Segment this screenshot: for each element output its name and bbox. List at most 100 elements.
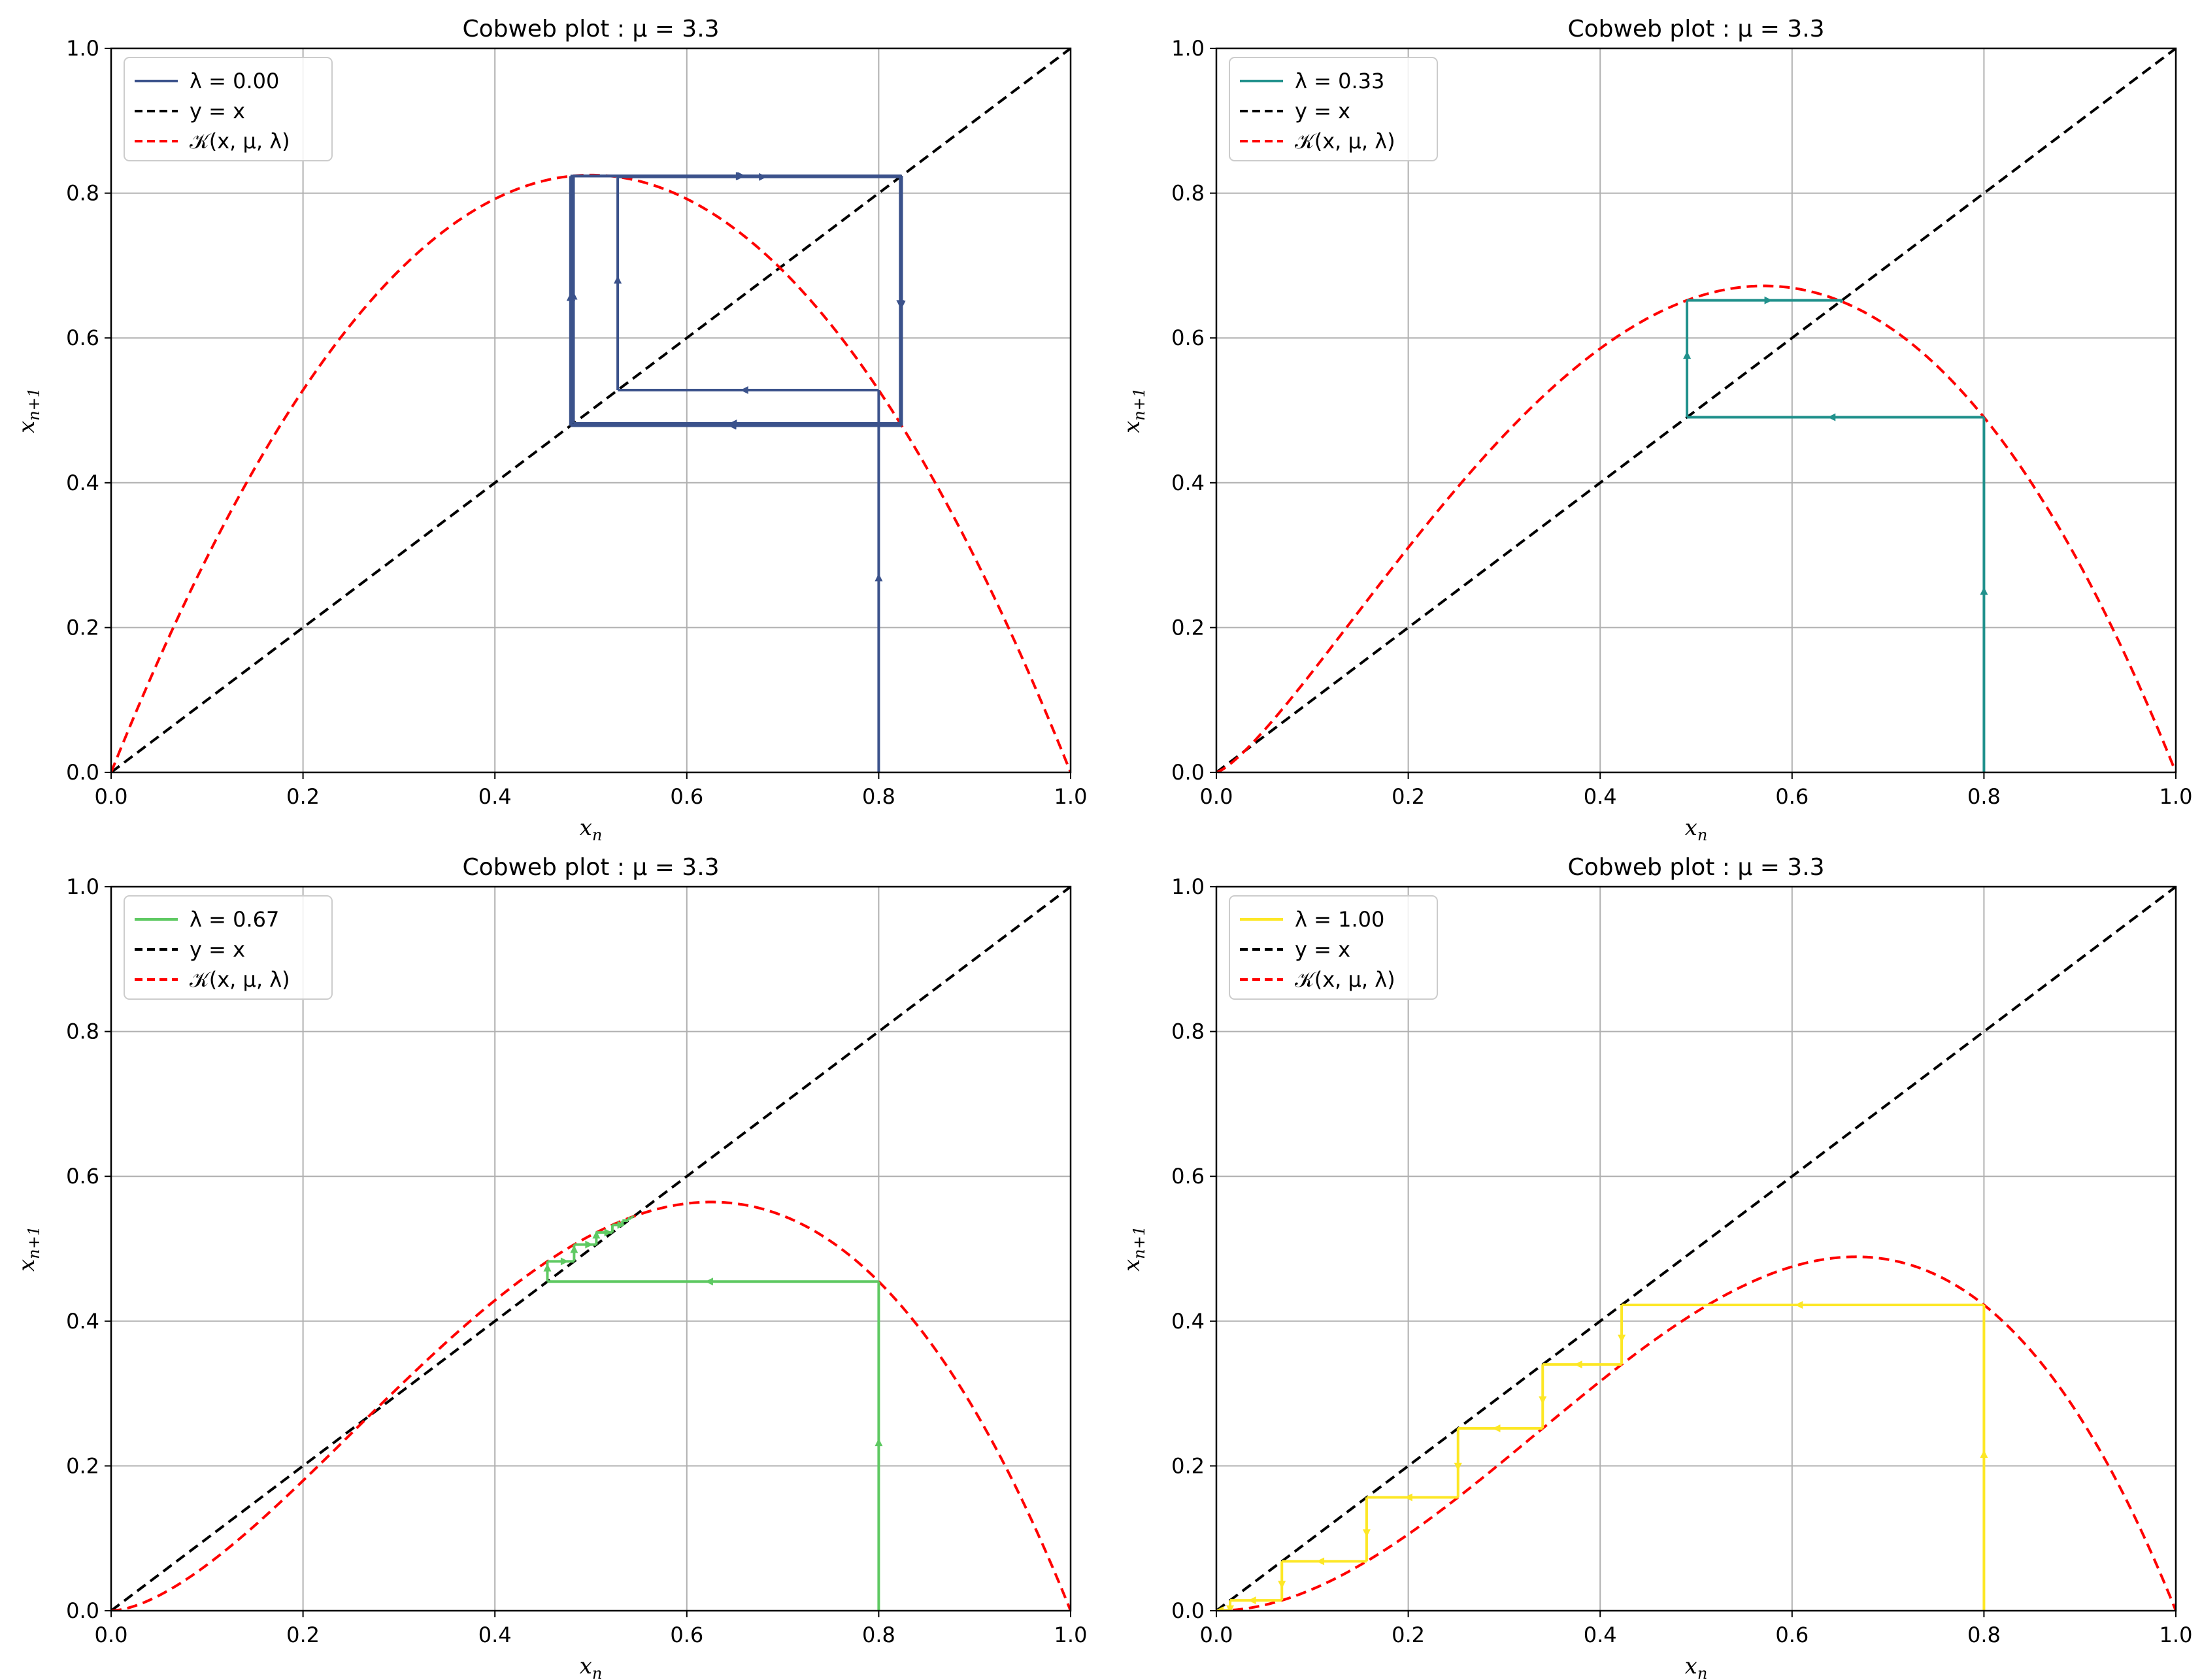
x-tick-label: 0.0 xyxy=(95,784,128,809)
x-tick-label: 0.4 xyxy=(478,784,512,809)
legend-label: λ = 0.33 xyxy=(1295,69,1384,93)
cobweb-path xyxy=(1216,1300,1988,1611)
cobweb-arrow xyxy=(614,275,622,284)
y-tick-label: 0.6 xyxy=(66,325,99,350)
cobweb-arrow xyxy=(1454,1462,1462,1471)
y-axis-label-subscript: n+1 xyxy=(25,1226,43,1259)
x-axis-label: xn xyxy=(1685,815,1708,844)
y-axis-label-subscript: n+1 xyxy=(25,387,43,421)
cobweb-panel-4: 0.0 0.2 0.4 0.6 0.8 1.0 0.0 0.2 0.4 0.6 0.8 1.0 Cobw… xyxy=(1119,854,2192,1680)
cobweb-arrow xyxy=(604,1228,612,1237)
cobweb-arrow xyxy=(1226,1605,1235,1611)
legend-label: y = x xyxy=(1295,99,1350,124)
cobweb-arrow xyxy=(728,421,737,429)
y-tick-label: 0.8 xyxy=(66,181,99,206)
y-tick-label: 0.2 xyxy=(1171,1453,1205,1478)
y-axis-label: xn+1 xyxy=(1119,387,1148,433)
cobweb-arrow xyxy=(1539,1396,1547,1405)
cobweb-arrow xyxy=(1795,1300,1803,1309)
x-axis-label-subscript: n xyxy=(1697,1664,1707,1680)
x-tick-label: 0.2 xyxy=(1392,1622,1425,1647)
plot-area xyxy=(111,887,1071,1611)
x-tick-label: 0.2 xyxy=(286,1622,320,1647)
x-tick-label: 0.8 xyxy=(862,1622,895,1647)
x-tick-label: 0.4 xyxy=(478,1622,512,1647)
x-tick-label: 0.6 xyxy=(670,784,703,809)
cobweb-arrow xyxy=(1683,351,1692,359)
cobweb-arrow xyxy=(1574,1360,1582,1369)
cobweb-arrow xyxy=(1827,413,1836,421)
cobweb-arrow xyxy=(1492,1424,1501,1432)
cobweb-arrow xyxy=(592,1230,601,1239)
legend-label: 𝒦(x, μ, λ) xyxy=(190,129,290,154)
plot-area xyxy=(1216,48,2176,772)
cobweb-arrow xyxy=(1764,296,1773,305)
legend-label: λ = 1.00 xyxy=(1295,907,1384,932)
legend-box xyxy=(124,57,333,161)
y-axis-label: xn+1 xyxy=(14,387,43,433)
y-tick-label: 0.8 xyxy=(66,1019,99,1044)
x-axis-label: xn xyxy=(1685,1653,1708,1680)
chart-title: Cobweb plot : μ = 3.3 xyxy=(462,854,719,881)
map-curve xyxy=(1216,284,2176,772)
x-tick-label: 0.0 xyxy=(1200,784,1233,809)
cobweb-arrow xyxy=(543,1263,552,1272)
cobweb-arrow xyxy=(1618,1334,1626,1343)
x-tick-label: 0.0 xyxy=(95,1622,128,1647)
x-tick-label: 0.6 xyxy=(1775,784,1809,809)
map-curve xyxy=(111,1200,1071,1611)
identity-line xyxy=(111,887,1071,1611)
cobweb-arrow xyxy=(1316,1557,1325,1566)
cobweb-path xyxy=(566,172,906,772)
y-tick-label: 0.4 xyxy=(1171,470,1205,495)
cobweb-path xyxy=(543,1215,883,1611)
y-tick-label: 0.0 xyxy=(66,1598,99,1623)
y-axis-label: xn+1 xyxy=(14,1226,43,1272)
x-axis-label: xn xyxy=(580,815,603,844)
x-tick-label: 0.8 xyxy=(1967,1622,2001,1647)
chart-title: Cobweb plot : μ = 3.3 xyxy=(462,16,719,42)
legend: λ = 1.00 y = x 𝒦(x, μ, λ) xyxy=(1229,895,1438,1000)
cobweb-arrow xyxy=(875,1438,883,1447)
cobweb-arrow xyxy=(560,1257,569,1266)
cobweb-arrow xyxy=(1278,1581,1286,1589)
legend-label: 𝒦(x, μ, λ) xyxy=(1295,129,1395,154)
x-tick-label: 1.0 xyxy=(2160,784,2193,809)
plot-area xyxy=(111,48,1071,772)
identity-line xyxy=(1216,887,2176,1611)
legend-box xyxy=(1229,895,1438,1000)
cobweb-arrow xyxy=(897,301,906,309)
legend: λ = 0.67 y = x 𝒦(x, μ, λ) xyxy=(124,895,333,1000)
cobweb-arrow xyxy=(585,1240,593,1249)
cobweb-arrow xyxy=(1980,587,1988,595)
legend-label: λ = 0.00 xyxy=(190,69,279,93)
x-tick-label: 0.2 xyxy=(1392,784,1425,809)
cobweb-arrow xyxy=(875,573,883,582)
y-tick-label: 0.8 xyxy=(1171,181,1205,206)
axes-frame xyxy=(1215,885,2177,1612)
legend: λ = 0.00 y = x 𝒦(x, μ, λ) xyxy=(124,57,333,161)
y-tick-label: 0.4 xyxy=(66,470,99,495)
y-tick-label: 0.2 xyxy=(66,1453,99,1478)
legend-label: y = x xyxy=(1295,937,1350,962)
legend-label: λ = 0.67 xyxy=(190,907,279,932)
cobweb-panel-1: 0.0 0.2 0.4 0.6 0.8 1.0 0.0 0.2 0.4 0.6 0.8 1.0 Cobw… xyxy=(14,16,1087,844)
x-tick-label: 0.6 xyxy=(1775,1622,1809,1647)
x-tick-label: 0.4 xyxy=(1584,784,1617,809)
x-axis-label-subscript: n xyxy=(592,826,602,844)
x-tick-label: 1.0 xyxy=(1054,1622,1088,1647)
cobweb-arrow xyxy=(1216,1606,1224,1611)
y-tick-label: 0.0 xyxy=(1171,1598,1205,1623)
cobweb-panel-2: 0.0 0.2 0.4 0.6 0.8 1.0 0.0 0.2 0.4 0.6 0.8 1.0 Cobw… xyxy=(1119,16,2192,844)
x-tick-label: 0.8 xyxy=(1967,784,2001,809)
cobweb-arrow xyxy=(740,386,748,394)
cobweb-arrow xyxy=(570,1245,578,1253)
legend-label: 𝒦(x, μ, λ) xyxy=(190,967,290,992)
y-tick-label: 0.0 xyxy=(66,760,99,785)
cobweb-arrow xyxy=(1248,1596,1256,1605)
y-tick-label: 0.6 xyxy=(1171,325,1205,350)
cobweb-panel-3: 0.0 0.2 0.4 0.6 0.8 1.0 0.0 0.2 0.4 0.6 0.8 1.0 Cobw… xyxy=(14,854,1087,1680)
legend-label: 𝒦(x, μ, λ) xyxy=(1295,967,1395,992)
chart-title: Cobweb plot : μ = 3.3 xyxy=(1567,854,1824,881)
